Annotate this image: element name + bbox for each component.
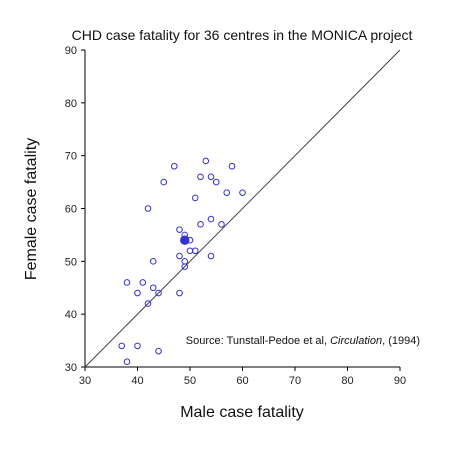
data-point	[181, 258, 189, 265]
data-point	[155, 289, 162, 297]
data-point	[160, 178, 168, 186]
data-point	[197, 221, 204, 228]
source-annotation: Source: Tunstall-Pedoe et al, Circulatio…	[186, 335, 420, 347]
plot-area: 30 40 50 60 70 80 90 30 40 50 60 70 80 90	[65, 45, 406, 387]
data-point	[149, 258, 157, 265]
x-tick-label: 70	[289, 375, 301, 387]
data-point	[155, 347, 162, 355]
y-tick-label: 90	[65, 45, 77, 57]
data-point	[223, 189, 231, 196]
data-point	[202, 157, 210, 165]
data-point	[212, 178, 220, 186]
data-point	[176, 289, 183, 297]
data-point	[149, 284, 157, 292]
data-point	[197, 173, 204, 181]
x-tick-label: 90	[394, 375, 406, 387]
data-point	[144, 205, 152, 212]
x-tick-label: 60	[236, 375, 248, 387]
data-point	[170, 162, 178, 170]
x-tick-label: 50	[184, 375, 196, 387]
data-point	[191, 247, 199, 255]
data-point	[123, 279, 131, 286]
data-point	[207, 215, 215, 223]
x-tick-label: 80	[341, 375, 353, 387]
data-point	[239, 189, 246, 196]
y-tick-label: 60	[65, 204, 77, 216]
data-point	[123, 358, 131, 366]
data-point	[218, 221, 225, 228]
source-journal: Circulation	[330, 335, 382, 347]
x-axis-label: Male case fatality	[180, 404, 304, 421]
y-tick-label: 70	[65, 151, 77, 163]
x-tick-label: 30	[79, 375, 91, 387]
data-point	[207, 173, 215, 181]
y-tick-label: 80	[65, 98, 77, 110]
reference-line	[84, 49, 401, 368]
data-point	[186, 236, 194, 244]
highlighted-data-point	[180, 235, 190, 245]
x-tick-label: 40	[131, 375, 143, 387]
data-point	[191, 194, 199, 202]
data-point	[118, 342, 126, 350]
data-point	[139, 279, 147, 286]
data-point	[134, 342, 141, 350]
data-point	[207, 252, 215, 260]
source-prefix: Source: Tunstall-Pedoe et al,	[186, 335, 330, 347]
data-point	[134, 289, 141, 297]
data-point	[176, 226, 183, 233]
source-suffix: , (1994)	[382, 335, 420, 347]
y-tick-label: 30	[65, 362, 77, 374]
chart-title: CHD case fatality for 36 centres in the …	[72, 27, 413, 43]
data-point	[144, 300, 152, 307]
y-tick-label: 50	[65, 256, 77, 268]
y-axis-label: Female case fatality	[23, 138, 40, 280]
data-point	[228, 162, 236, 170]
y-tick-label: 40	[65, 309, 77, 321]
data-point	[176, 252, 183, 260]
